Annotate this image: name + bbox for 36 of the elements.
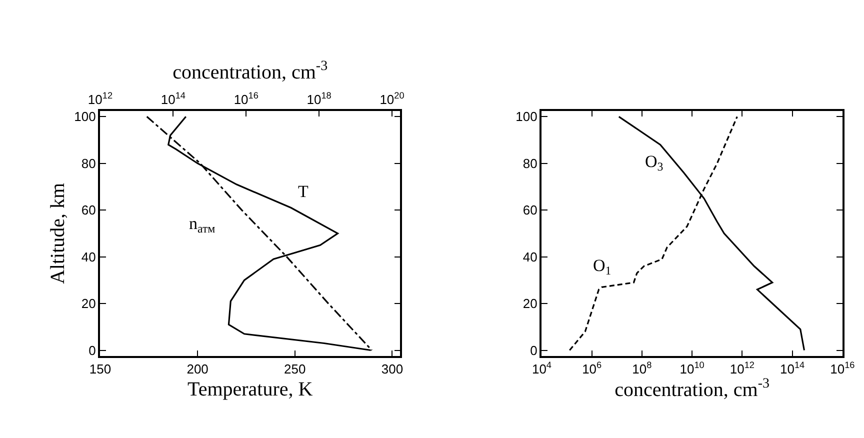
x2-tick-label: 10$^{18}$ — [306, 90, 332, 107]
x2-tick-label: 10$^{20}$ — [380, 90, 404, 107]
annotation: n$_{атм}$ — [189, 214, 216, 236]
y-tick-label: 60 — [81, 202, 96, 218]
x-tick-label: 10$^{16}$ — [830, 360, 855, 376]
x-tick-label: 150 — [89, 361, 112, 376]
x-tick-label: 300 — [381, 361, 404, 376]
y-axis-title: Altitude, km — [47, 182, 70, 284]
x-tick-label: 10$^{12}$ — [730, 360, 754, 376]
y-tick-label: 40 — [522, 249, 538, 264]
x-tick-label: 10$^{6}$ — [582, 360, 602, 376]
y-tick-label: 80 — [522, 156, 538, 171]
y-tick-label: 80 — [81, 156, 96, 171]
y-tick-label: 100 — [74, 109, 96, 124]
x-tick-label: 200 — [186, 361, 208, 376]
x-tick-label: 10$^{4}$ — [532, 360, 552, 376]
x-tick-label: 10$^{8}$ — [632, 360, 652, 376]
x-axis-title: concentration, cm$^{-3}$ — [614, 376, 770, 401]
y-tick-label: 0 — [88, 342, 96, 358]
x2-tick-label: 10$^{14}$ — [160, 90, 186, 107]
annotation: O$_{3}$ — [645, 152, 664, 174]
annotation: T — [298, 182, 309, 201]
y-tick-label: 20 — [522, 296, 538, 312]
annotation: O$_{1}$ — [593, 256, 612, 278]
y-tick-label: 0 — [530, 342, 538, 358]
x-axis-title: Temperature, K — [188, 378, 314, 400]
y-tick-label: 100 — [516, 109, 538, 124]
x-tick-label: 10$^{14}$ — [780, 360, 805, 376]
x-tick-label: 250 — [284, 361, 306, 376]
y-tick-label: 40 — [81, 249, 96, 264]
x2-tick-label: 10$^{12}$ — [88, 90, 113, 107]
y-tick-label: 60 — [522, 202, 538, 218]
x-tick-label: 10$^{10}$ — [680, 360, 704, 376]
y-tick-label: 20 — [81, 296, 96, 312]
x2-tick-label: 10$^{16}$ — [234, 90, 258, 107]
x2-axis-title: concentration, cm$^{-3}$ — [172, 59, 328, 84]
